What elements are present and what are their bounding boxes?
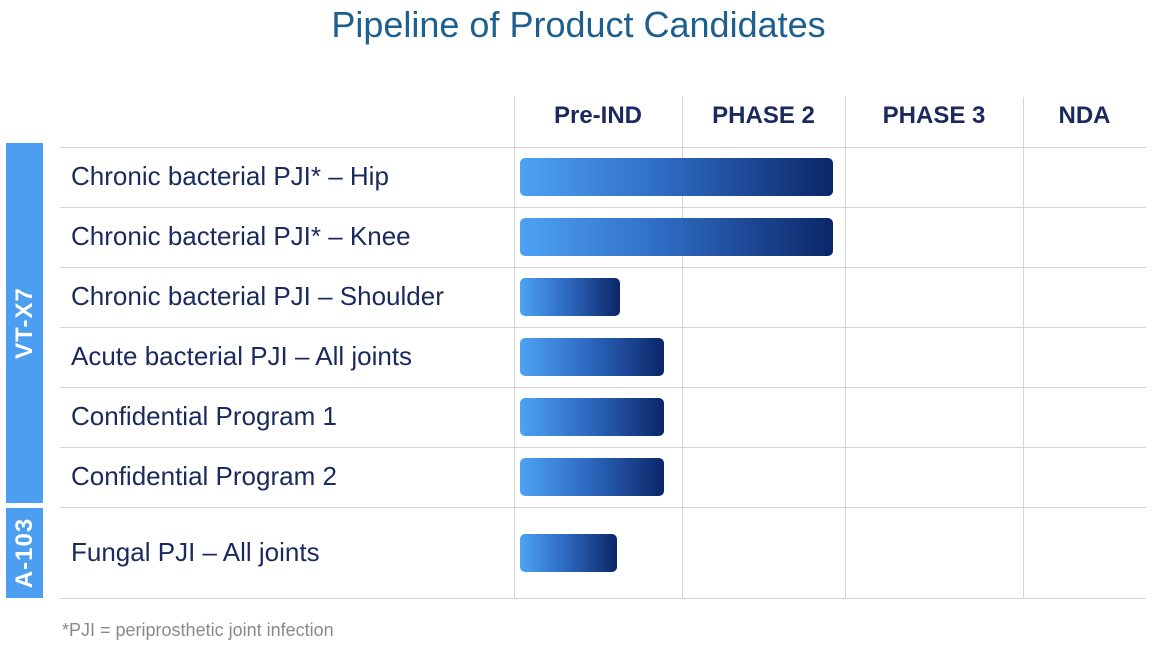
program-label: Confidential Program 2 xyxy=(71,461,337,491)
progress-bar xyxy=(520,218,833,256)
phase-header-1: Pre-IND xyxy=(553,102,643,129)
progress-bar xyxy=(520,158,833,196)
grid-hline xyxy=(60,147,1146,148)
footnote: *PJI = periprosthetic joint infection xyxy=(62,620,334,640)
grid-hline xyxy=(60,507,1146,508)
grid-hline xyxy=(60,327,1146,328)
phase-header-4: NDA xyxy=(1058,102,1111,129)
program-label: Chronic bacterial PJI* – Knee xyxy=(71,221,411,251)
progress-bar xyxy=(520,278,620,316)
program-label: Acute bacterial PJI – All joints xyxy=(71,341,413,371)
chart-title: Pipeline of Product Candidates xyxy=(331,4,826,45)
phase-header-3: PHASE 3 xyxy=(882,102,986,129)
grid-hline xyxy=(60,598,1146,599)
group-label-vt-x7: VT-X7 xyxy=(6,143,43,503)
program-label: Fungal PJI – All joints xyxy=(71,536,320,567)
grid-vline xyxy=(845,97,846,598)
progress-bar xyxy=(520,458,664,496)
program-label: Confidential Program 1 xyxy=(71,401,337,431)
progress-bar xyxy=(520,533,617,572)
grid-hline xyxy=(60,387,1146,388)
program-label: Chronic bacterial PJI – Shoulder xyxy=(71,281,444,311)
phase-header-2: PHASE 2 xyxy=(712,102,815,129)
program-label: Chronic bacterial PJI* – Hip xyxy=(71,161,389,191)
grid-hline xyxy=(60,447,1146,448)
grid-vline xyxy=(682,97,683,598)
grid-hline xyxy=(60,207,1146,208)
progress-bar xyxy=(520,338,664,376)
progress-bar xyxy=(520,398,664,436)
grid-vline xyxy=(514,97,515,598)
group-label-a-103: A-103 xyxy=(6,508,43,598)
grid-vline xyxy=(1023,97,1024,598)
grid-hline xyxy=(60,267,1146,268)
